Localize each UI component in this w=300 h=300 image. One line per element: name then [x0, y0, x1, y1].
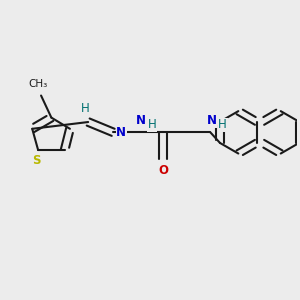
Text: H: H: [81, 102, 90, 115]
Text: N: N: [116, 126, 126, 139]
Text: H: H: [218, 118, 227, 131]
Text: O: O: [158, 164, 168, 176]
Text: CH₃: CH₃: [28, 79, 47, 89]
Text: N: N: [207, 114, 217, 127]
Text: N: N: [136, 114, 146, 127]
Text: S: S: [32, 154, 41, 167]
Text: H: H: [148, 118, 156, 131]
